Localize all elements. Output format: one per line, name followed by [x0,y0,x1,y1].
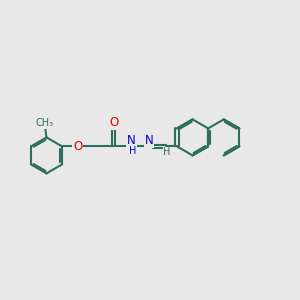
Text: H: H [164,147,171,158]
Text: O: O [109,116,118,130]
Text: O: O [73,140,82,153]
Text: N: N [145,134,154,148]
Text: N: N [127,134,136,148]
Text: H: H [129,146,137,156]
Text: CH₃: CH₃ [36,118,54,128]
